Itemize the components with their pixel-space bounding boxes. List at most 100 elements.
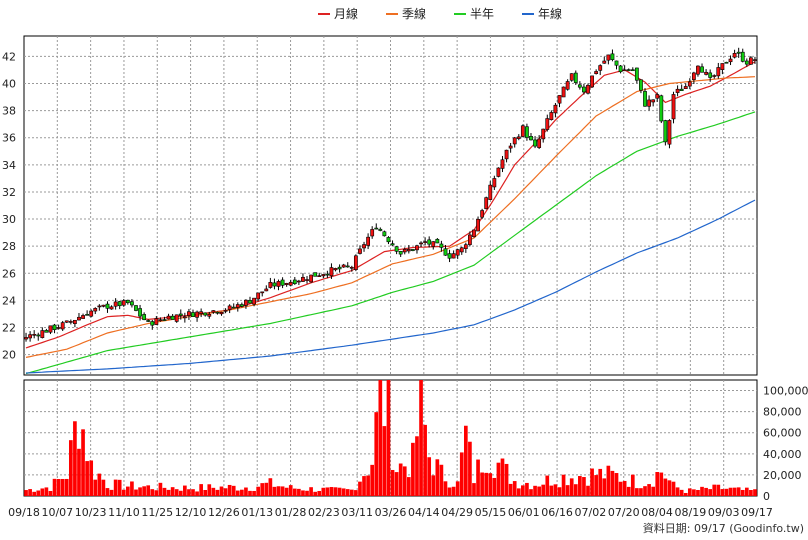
volume-bar [321, 487, 326, 496]
volume-bar [268, 478, 273, 496]
volume-bar [724, 488, 729, 496]
volume-bar [557, 487, 562, 496]
volume-bar [362, 476, 366, 496]
candle-down [610, 53, 615, 60]
volume-bar [227, 484, 232, 496]
candle-up [321, 274, 326, 277]
candlesticks [24, 47, 757, 342]
volume-bar [142, 486, 146, 496]
candle-down [439, 243, 444, 248]
candle-down [630, 69, 635, 72]
x-tick-label: 04/29 [441, 506, 473, 519]
candle-up [77, 316, 81, 321]
candle-up [696, 65, 700, 75]
x-tick-label: 11/25 [141, 506, 173, 519]
volume-bar [394, 472, 399, 496]
volume-bar [333, 487, 338, 496]
candle-up [492, 178, 497, 188]
candle-down [724, 61, 729, 64]
candle-down [374, 227, 379, 230]
candle-down [679, 88, 684, 92]
candle-up [537, 138, 542, 148]
volume-bar [569, 478, 574, 496]
candle-up [260, 291, 265, 294]
candle-down [125, 299, 130, 304]
volume-bar [439, 464, 444, 496]
candle-down [280, 279, 285, 286]
candle-up [415, 245, 419, 251]
candle-up [174, 314, 179, 322]
candle-up [276, 281, 281, 287]
volume-bar [85, 461, 89, 496]
candle-up [223, 310, 228, 312]
candle-down [618, 65, 623, 73]
candle-down [215, 311, 220, 314]
volume-bar [386, 380, 391, 496]
candle-down [708, 72, 713, 78]
volume-bar [578, 476, 582, 496]
candle-down [744, 60, 749, 65]
candle-down [529, 136, 533, 141]
volume-bar [427, 457, 432, 496]
volume-bar [663, 478, 668, 496]
candle-down [117, 301, 122, 307]
volume-bar [541, 484, 546, 496]
volume-bar [252, 490, 256, 496]
volume-bar [390, 469, 395, 496]
volume-bar [162, 487, 167, 496]
x-tick-label: 07/20 [608, 506, 640, 519]
candle-up [187, 311, 191, 316]
legend-label: 半年 [470, 7, 494, 21]
candle-down [390, 243, 395, 246]
x-tick-label: 06/16 [541, 506, 573, 519]
volume-bar [195, 491, 199, 496]
price-y-tick-label: 20 [2, 349, 16, 362]
price-y-tick-label: 38 [2, 105, 16, 118]
candle-up [370, 229, 375, 237]
volume-bar [313, 491, 317, 496]
candle-down [292, 279, 297, 285]
candle-up [712, 75, 717, 77]
volume-bar [455, 481, 460, 496]
volume-bar [256, 486, 260, 496]
volume-bars [24, 380, 757, 496]
volume-bar [484, 472, 489, 496]
x-tick-label: 12/26 [208, 506, 240, 519]
candle-up [504, 149, 509, 160]
volume-bar [146, 485, 151, 496]
volume-bar [488, 473, 493, 496]
candle-up [516, 136, 521, 139]
candle-down [105, 303, 110, 309]
candle-up [728, 58, 733, 63]
candle-up [651, 99, 656, 103]
volume-bar [443, 481, 448, 496]
candle-up [549, 112, 554, 121]
candle-up [431, 241, 436, 247]
candle-down [231, 306, 236, 309]
volume-bar [81, 429, 85, 496]
volume-bar [549, 485, 554, 496]
volume-bar [480, 472, 484, 496]
volume-bar [154, 490, 159, 496]
candle-down [150, 321, 155, 326]
candle-up [40, 330, 45, 338]
candle-down [130, 301, 134, 306]
candle-down [203, 312, 208, 316]
candle-up [341, 264, 346, 268]
candle-down [626, 69, 631, 71]
volume-bar [687, 488, 692, 496]
volume-bar [329, 487, 334, 496]
volume-y-tick-label: 80,000 [763, 406, 802, 419]
candle-down [643, 91, 647, 107]
candle-up [586, 84, 590, 94]
volume-bar [643, 486, 647, 496]
volume-bar [610, 470, 615, 496]
volume-bar [700, 486, 704, 496]
volume-bar [28, 489, 32, 496]
candle-down [44, 330, 49, 333]
volume-bar [158, 482, 163, 496]
volume-bar [374, 412, 379, 496]
volume-bar [728, 487, 733, 496]
candle-up [488, 184, 493, 200]
